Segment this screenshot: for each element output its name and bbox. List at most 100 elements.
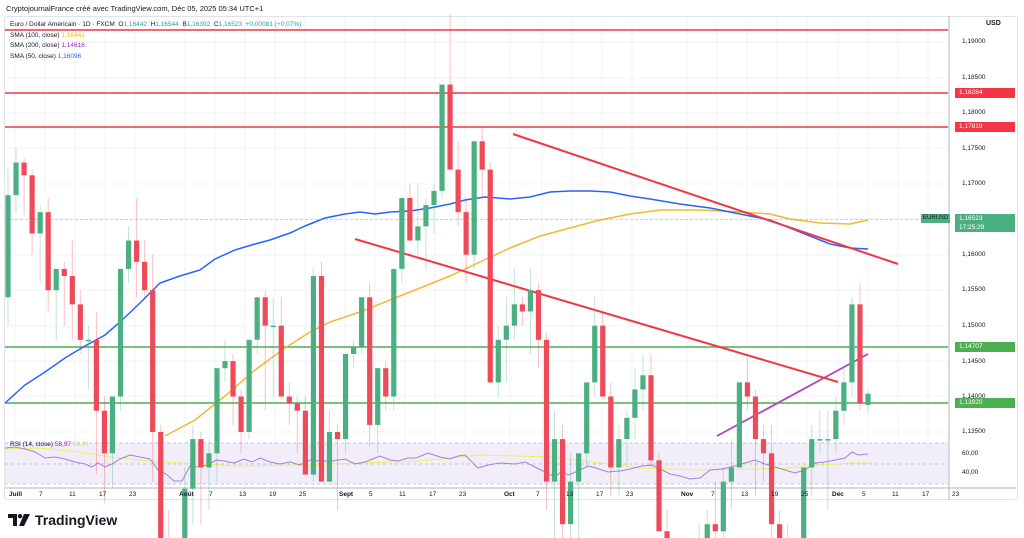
- candle[interactable]: [206, 453, 212, 468]
- candle[interactable]: [447, 84, 453, 170]
- candle[interactable]: [559, 439, 566, 525]
- candle[interactable]: [5, 195, 11, 298]
- symbol-name[interactable]: Euro / Dollar Américain · 1D · FXCM: [10, 21, 115, 28]
- candle[interactable]: [744, 382, 751, 397]
- candle[interactable]: [230, 361, 236, 397]
- candle[interactable]: [93, 339, 100, 411]
- sma200-legend[interactable]: SMA (200, close) 1,14616: [10, 42, 85, 49]
- candle[interactable]: [495, 339, 501, 383]
- candle[interactable]: [101, 410, 108, 454]
- candle[interactable]: [431, 190, 437, 206]
- candle[interactable]: [527, 290, 534, 312]
- candle[interactable]: [222, 361, 228, 369]
- candle[interactable]: [109, 396, 116, 454]
- candle[interactable]: [53, 268, 59, 291]
- candle[interactable]: [632, 389, 638, 418]
- candle[interactable]: [125, 240, 132, 269]
- candle[interactable]: [849, 304, 855, 383]
- candle[interactable]: [334, 432, 341, 440]
- candle[interactable]: [294, 403, 300, 411]
- candle[interactable]: [367, 297, 373, 425]
- candle[interactable]: [286, 396, 292, 404]
- tradingview-logo[interactable]: TradingView: [8, 512, 117, 528]
- candle[interactable]: [833, 410, 839, 440]
- rsi-legend[interactable]: RSI (14, close) 58,97 50,31: [10, 441, 90, 448]
- candle[interactable]: [720, 481, 726, 532]
- candle[interactable]: [29, 175, 35, 234]
- candle[interactable]: [752, 396, 759, 440]
- candle[interactable]: [551, 439, 558, 482]
- candle[interactable]: [246, 339, 252, 433]
- candle[interactable]: [158, 432, 164, 538]
- candle[interactable]: [776, 524, 783, 538]
- candle[interactable]: [262, 297, 268, 326]
- candle[interactable]: [69, 276, 75, 305]
- candle[interactable]: [841, 382, 847, 411]
- candle[interactable]: [182, 488, 188, 538]
- candle[interactable]: [318, 276, 325, 482]
- candle[interactable]: [351, 346, 357, 355]
- candle[interactable]: [624, 417, 630, 440]
- candle[interactable]: [648, 375, 654, 461]
- candle[interactable]: [704, 524, 710, 538]
- candle[interactable]: [455, 169, 461, 213]
- candle[interactable]: [736, 382, 743, 468]
- candle[interactable]: [391, 268, 397, 397]
- candle[interactable]: [383, 368, 389, 397]
- candle[interactable]: [13, 162, 19, 196]
- candle[interactable]: [600, 325, 606, 397]
- candle[interactable]: [479, 141, 485, 170]
- candle[interactable]: [342, 354, 349, 440]
- candle[interactable]: [77, 304, 83, 340]
- candle[interactable]: [214, 368, 220, 454]
- candle[interactable]: [133, 240, 140, 262]
- candle[interactable]: [399, 198, 405, 269]
- candle[interactable]: [857, 304, 863, 404]
- candle[interactable]: [640, 375, 646, 390]
- candle[interactable]: [85, 339, 91, 342]
- candle[interactable]: [817, 439, 823, 441]
- candle[interactable]: [656, 460, 662, 532]
- candle[interactable]: [801, 467, 807, 538]
- candle[interactable]: [37, 212, 43, 234]
- sma50-legend[interactable]: SMA (50, close) 1,16096: [10, 52, 82, 60]
- candle[interactable]: [415, 226, 421, 241]
- candle[interactable]: [760, 439, 767, 454]
- candle[interactable]: [238, 396, 244, 433]
- candle[interactable]: [543, 339, 550, 482]
- candle[interactable]: [535, 290, 542, 340]
- candle[interactable]: [278, 325, 284, 397]
- candle[interactable]: [511, 304, 517, 326]
- candle[interactable]: [768, 453, 775, 525]
- candle[interactable]: [568, 481, 574, 525]
- candle[interactable]: [584, 382, 590, 454]
- candle[interactable]: [503, 325, 509, 340]
- candle[interactable]: [608, 396, 614, 468]
- candle[interactable]: [302, 410, 308, 475]
- candle[interactable]: [310, 276, 317, 475]
- sma100-legend[interactable]: SMA (100, close) 1,16441: [10, 31, 85, 39]
- candle[interactable]: [254, 297, 260, 340]
- candle[interactable]: [519, 304, 525, 312]
- candle[interactable]: [45, 212, 51, 291]
- candle[interactable]: [865, 393, 871, 406]
- candle[interactable]: [439, 84, 445, 191]
- candle[interactable]: [375, 368, 381, 425]
- candle[interactable]: [471, 141, 477, 255]
- currency-label[interactable]: USD: [986, 20, 1001, 27]
- candle[interactable]: [463, 212, 469, 255]
- candle[interactable]: [728, 467, 734, 482]
- candle[interactable]: [190, 439, 196, 489]
- candle[interactable]: [712, 524, 718, 532]
- candle[interactable]: [117, 268, 124, 397]
- candle[interactable]: [150, 290, 156, 433]
- candle[interactable]: [270, 325, 276, 328]
- candle[interactable]: [809, 439, 815, 468]
- candle[interactable]: [423, 205, 429, 227]
- candle[interactable]: [21, 162, 27, 176]
- candle[interactable]: [61, 268, 67, 277]
- candle[interactable]: [407, 198, 413, 241]
- candle[interactable]: [592, 325, 598, 383]
- candle[interactable]: [198, 439, 204, 468]
